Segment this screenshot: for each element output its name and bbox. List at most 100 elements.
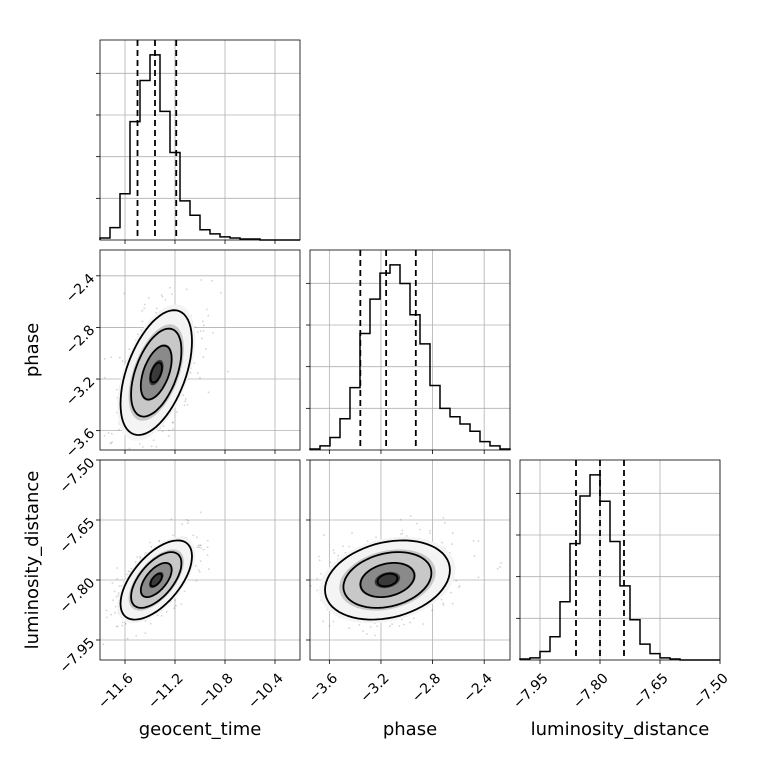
scatter-point — [107, 432, 110, 434]
density-geocent_time-vs-luminosity_distance-contour — [149, 572, 163, 588]
scatter-point — [337, 554, 340, 557]
density-geocent_time-vs-phase-density-band — [148, 359, 164, 386]
density-geocent_time-vs-phase-contour — [130, 327, 183, 418]
scatter-point — [143, 303, 146, 306]
density-geocent_time-vs-luminosity_distance — [80, 459, 301, 664]
scatter-point — [374, 634, 376, 637]
scatter-point — [183, 404, 186, 407]
scatter-point — [172, 421, 174, 424]
scatter-point — [156, 614, 159, 617]
hist-geocent_time-frame — [99, 39, 301, 241]
x-axis-label-geocent-time: geocent_time — [139, 719, 262, 740]
scatter-point — [260, 624, 262, 626]
scatter-point — [202, 324, 205, 327]
scatter-point — [116, 567, 119, 569]
scatter-point — [111, 582, 114, 584]
scatter-point — [316, 577, 318, 580]
scatter-point — [196, 331, 199, 334]
scatter-point — [391, 623, 394, 626]
scatter-point — [195, 536, 198, 539]
scatter-point — [195, 579, 198, 582]
scatter-point — [141, 446, 144, 448]
scatter-point — [174, 599, 176, 602]
scatter-point — [164, 298, 167, 301]
scatter-point — [109, 442, 112, 445]
scatter-point — [144, 551, 147, 554]
scatter-point — [428, 532, 431, 535]
scatter-point — [114, 605, 117, 608]
scatter-point — [206, 539, 209, 542]
scatter-point — [199, 560, 202, 563]
scatter-point — [127, 570, 130, 573]
hist-panel-phase — [306, 249, 511, 454]
density-phase-vs-luminosity_distance-contour — [376, 572, 399, 588]
scatter-point — [401, 529, 404, 532]
scatter-point — [342, 545, 344, 548]
scatter-point — [333, 552, 336, 554]
scatter-point — [175, 411, 178, 414]
scatter-point — [317, 555, 320, 558]
scatter-point — [116, 625, 119, 628]
scatter-point — [102, 643, 105, 646]
scatter-point — [442, 516, 445, 519]
scatter-point — [189, 372, 192, 374]
scatter-point — [198, 546, 200, 549]
scatter-point — [128, 348, 131, 351]
scatter-point — [152, 439, 155, 442]
density-geocent_time-vs-phase-frame — [99, 249, 301, 451]
scatter-point — [199, 544, 201, 547]
scatter-point — [457, 586, 460, 589]
density-geocent_time-vs-phase — [54, 249, 301, 454]
scatter-point — [185, 518, 188, 521]
scatter-point — [54, 398, 56, 400]
scatter-point — [171, 428, 174, 431]
scatter-point — [128, 447, 131, 450]
scatter-point — [174, 604, 177, 607]
y-tick-label-luminosity_distance: −7.95 — [57, 635, 99, 677]
scatter-point — [80, 634, 82, 636]
scatter-point — [186, 403, 189, 406]
scatter-point — [117, 594, 119, 597]
scatter-point — [155, 311, 158, 314]
scatter-point — [170, 518, 173, 521]
x-tick-label-luminosity_distance: −7.80 — [570, 670, 612, 712]
scatter-point — [205, 308, 208, 311]
scatter-point — [197, 544, 200, 547]
scatter-point — [207, 391, 210, 394]
x-tick-label-phase: −3.6 — [306, 670, 341, 705]
scatter-point — [348, 627, 351, 630]
scatter-point — [110, 441, 113, 444]
scatter-point — [401, 532, 404, 535]
scatter-point — [117, 592, 120, 594]
scatter-point — [141, 309, 144, 312]
scatter-point — [431, 609, 433, 612]
y-tick-label-phase: −3.6 — [63, 426, 98, 461]
scatter-point — [103, 376, 106, 379]
density-geocent_time-vs-luminosity_distance-contour — [139, 562, 173, 598]
scatter-point — [399, 518, 402, 521]
scatter-point — [147, 296, 150, 299]
scatter-point — [118, 585, 121, 587]
scatter-point — [138, 443, 141, 445]
scatter-point — [202, 329, 205, 332]
scatter-point — [192, 534, 195, 537]
scatter-point — [281, 566, 283, 568]
scatter-point — [202, 356, 205, 359]
hist-panel-geocent_time — [96, 39, 301, 244]
y-axis-label-phase: phase — [22, 323, 43, 377]
scatter-point — [117, 428, 120, 431]
density-geocent_time-vs-phase-contour — [119, 309, 193, 436]
scatter-point — [135, 634, 138, 637]
scatter-point — [472, 539, 475, 542]
scatter-point — [160, 294, 163, 296]
scatter-point — [332, 549, 335, 552]
scatter-point — [455, 579, 458, 582]
x-axis-label-phase: phase — [383, 719, 437, 740]
density-geocent_time-vs-luminosity_distance-density-band — [148, 571, 164, 589]
scatter-point — [451, 602, 454, 605]
scatter-point — [207, 314, 210, 317]
scatter-point — [399, 533, 402, 536]
x-tick-label-luminosity_distance: −7.95 — [510, 670, 552, 712]
scatter-point — [477, 576, 480, 579]
